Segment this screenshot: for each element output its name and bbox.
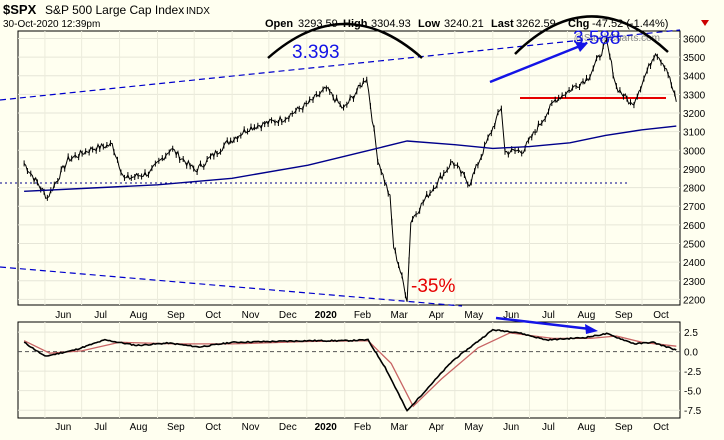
price-x-tick-2: Aug — [130, 310, 148, 321]
price-y-tick-10: 2600 — [683, 221, 706, 232]
uptrend-arrow — [489, 44, 581, 84]
price-x-axis: Jun Jul Aug Sep Oct Nov Dec 2020 Feb Mar Apr May Jun… — [55, 310, 669, 321]
osc-y-tick-3: -5.0 — [684, 387, 702, 398]
exchange-label: INDX — [186, 6, 210, 17]
datetime-label: 30-Oct-2020 12:39pm — [3, 19, 100, 30]
price-y-tick-1: 3500 — [683, 53, 706, 64]
osc-x-tick-15: Sep — [615, 422, 633, 433]
oscillator-series-group — [23, 328, 677, 412]
price-y-tick-14: 2200 — [683, 295, 706, 306]
price-y-tick-0: 3600 — [683, 34, 706, 45]
osc-x-tick-9: Mar — [391, 422, 409, 433]
osc-x-tick-4: Oct — [205, 422, 221, 433]
price-y-tick-2: 3400 — [683, 72, 706, 83]
osc-y-tick-1: 0.0 — [684, 348, 698, 359]
price-panel-frame — [17, 30, 681, 306]
lower-trendline — [0, 266, 463, 307]
watermark-label: @StockCharts.com — [574, 33, 660, 44]
osc-y-tick-0: 2.5 — [684, 328, 698, 339]
price-y-tick-6: 3000 — [683, 146, 706, 157]
price-x-tick-13: Jul — [542, 310, 555, 321]
price-x-tick-7: 2020 — [315, 310, 338, 321]
price-x-tick-3: Sep — [167, 310, 185, 321]
oscillator-signal-line — [23, 332, 677, 408]
osc-x-tick-10: Apr — [429, 422, 445, 433]
peak-2-annotation: 3.588 — [573, 28, 621, 49]
osc-x-tick-16: Oct — [653, 422, 669, 433]
price-x-tick-0: Jun — [55, 310, 71, 321]
price-x-tick-16: Oct — [653, 310, 669, 321]
osc-x-tick-11: May — [464, 422, 483, 433]
symbol-label: $SPX — [3, 2, 37, 17]
price-y-tick-8: 2800 — [683, 184, 706, 195]
crash-annotation: -35% — [411, 276, 455, 297]
osc-x-tick-3: Sep — [167, 422, 185, 433]
price-y-tick-12: 2400 — [683, 258, 706, 269]
uptrend-arrowhead-icon — [575, 42, 588, 52]
price-y-tick-7: 2900 — [683, 165, 706, 176]
last-value: 3262.59 — [516, 18, 556, 30]
upper-trendline — [0, 29, 681, 101]
low-value: 3240.21 — [444, 18, 484, 30]
rounded-top-arc-1 — [267, 22, 423, 59]
osc-x-tick-14: Aug — [577, 422, 595, 433]
price-x-tick-8: Feb — [354, 310, 372, 321]
price-grid — [18, 31, 680, 305]
moving-average-line — [24, 125, 677, 192]
oscillator-arrowhead-icon — [585, 324, 598, 334]
osc-y-tick-4: -7.5 — [684, 406, 702, 417]
price-y-tick-11: 2500 — [683, 239, 706, 250]
price-x-tick-6: Dec — [279, 310, 297, 321]
oscillator-panel-frame — [17, 321, 681, 419]
low-label: Low — [418, 18, 440, 30]
down-arrow-icon — [701, 20, 709, 26]
price-x-tick-4: Oct — [205, 310, 221, 321]
price-x-tick-15: Sep — [615, 310, 633, 321]
oscillator-main-line — [23, 328, 677, 412]
price-y-tick-4: 3200 — [683, 109, 706, 120]
osc-x-tick-13: Jul — [542, 422, 555, 433]
price-y-axis: 3600 3500 3400 3300 3200 3100 3000 2900 2800 2700… — [683, 34, 706, 306]
oscillator-y-axis: 2.5 0.0 -2.5 -5.0 -7.5 — [684, 328, 702, 417]
price-x-tick-12: Jun — [503, 310, 519, 321]
chg-label: Chg — [568, 18, 589, 30]
rounded-top-arc-2 — [514, 15, 669, 55]
price-x-tick-1: Jul — [94, 310, 107, 321]
peak-1-annotation: 3.393 — [292, 42, 340, 63]
osc-x-tick-2: Aug — [130, 422, 148, 433]
high-value: 3304.93 — [371, 18, 411, 30]
price-y-tick-9: 2700 — [683, 202, 706, 213]
osc-y-tick-2: -2.5 — [684, 367, 702, 378]
price-x-tick-10: Apr — [429, 310, 445, 321]
open-label: Open — [265, 18, 293, 30]
last-label: Last — [491, 18, 514, 30]
oscillator-x-axis: Jun Jul Aug Sep Oct Nov Dec 2020 Feb Mar Apr May Jun… — [55, 422, 669, 433]
price-series-group — [23, 36, 677, 302]
osc-x-tick-7: 2020 — [315, 422, 338, 433]
osc-x-tick-0: Jun — [55, 422, 71, 433]
oscillator-divergence-arrow — [495, 316, 591, 331]
price-x-tick-14: Aug — [577, 310, 595, 321]
price-y-tick-5: 3100 — [683, 128, 706, 139]
osc-x-tick-1: Jul — [94, 422, 107, 433]
index-name-label: S&P 500 Large Cap Index — [45, 3, 184, 17]
osc-x-tick-5: Nov — [242, 422, 260, 433]
osc-x-tick-8: Feb — [354, 422, 372, 433]
price-y-tick-3: 3300 — [683, 90, 706, 101]
oscillator-grid — [18, 322, 680, 418]
osc-x-tick-12: Jun — [503, 422, 519, 433]
price-x-tick-9: Mar — [391, 310, 409, 321]
chg-value: -47.52 (-1.44%) — [592, 18, 668, 30]
price-x-tick-5: Nov — [242, 310, 260, 321]
price-line — [23, 38, 677, 302]
price-y-tick-13: 2300 — [683, 277, 706, 288]
osc-x-tick-6: Dec — [279, 422, 297, 433]
price-x-tick-11: May — [464, 310, 483, 321]
